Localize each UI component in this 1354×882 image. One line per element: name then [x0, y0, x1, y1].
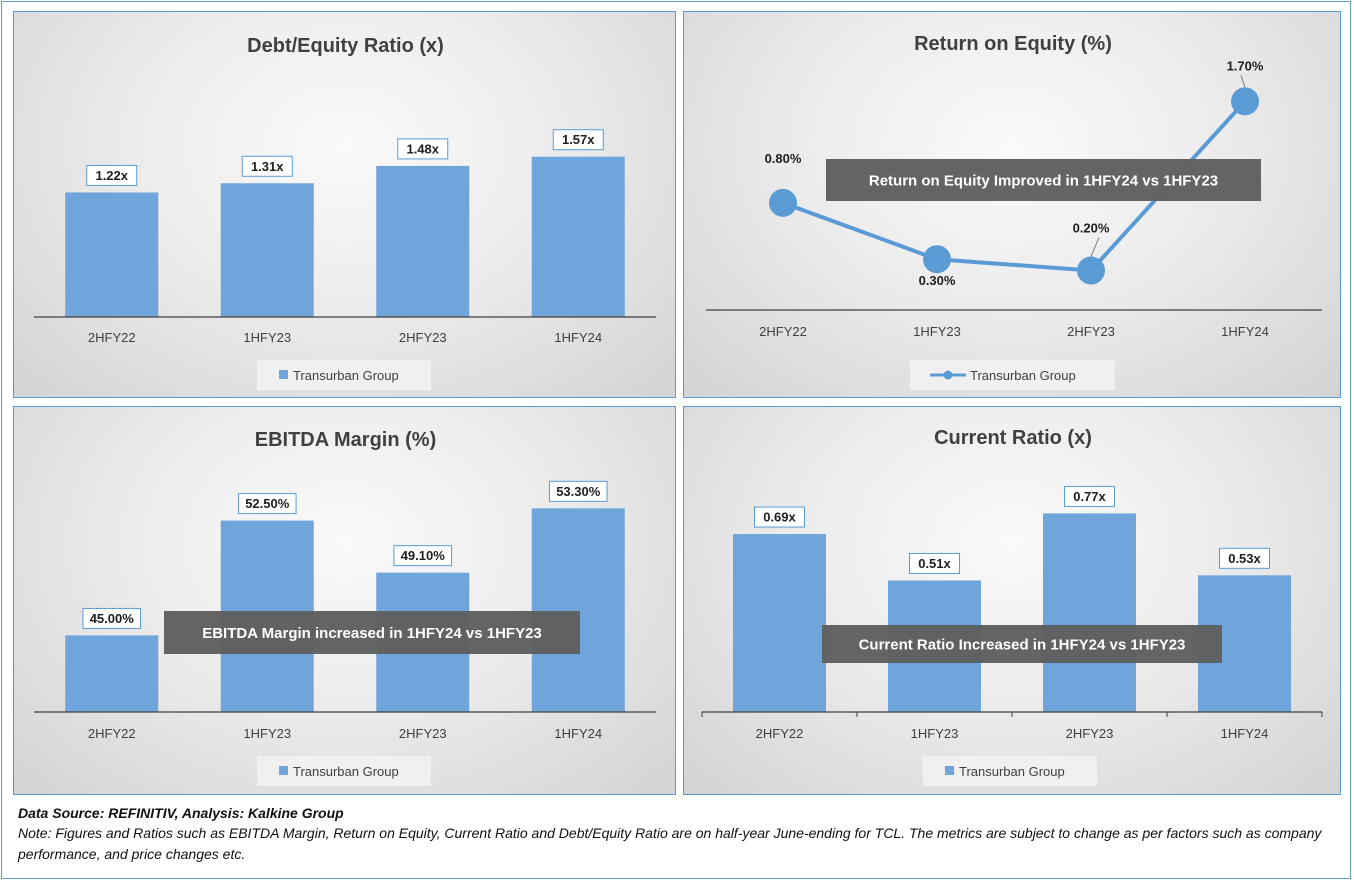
ebitda-tick-label-1: 1HFY23: [243, 726, 291, 741]
ebitda-title: EBITDA Margin (%): [255, 429, 436, 451]
ebitda-data-label-0: 45.00%: [90, 611, 135, 626]
ebitda-data-label-2: 49.10%: [401, 548, 446, 563]
current-ratio-chart: Current Ratio (x) 0.69x 0.51x 0.77x 0.53x 2HF…: [683, 406, 1341, 795]
current_ratio-data-label-2-box: [1064, 485, 1115, 507]
debt_equity-legend-label: Transurban Group: [293, 368, 399, 383]
current_ratio-tick-label-0: 2HFY22: [756, 726, 804, 741]
roe-point-0: [769, 188, 797, 217]
current_ratio-tick-label-2: 2HFY23: [1066, 726, 1114, 741]
annotation-text: EBITDA Margin increased in 1HFY24 vs 1HF…: [202, 625, 542, 642]
roe-tick-label-1: 1HFY23: [913, 324, 961, 339]
ebitda-data-label-0-box: [82, 607, 142, 629]
debt_equity-tick-label-3: 1HFY24: [554, 330, 602, 345]
current_ratio-tick-label-3: 1HFY24: [1221, 726, 1269, 741]
ebitda-data-label-2-box: [393, 545, 453, 567]
roe-title: Return on Equity (%): [914, 33, 1112, 55]
roe-data-label-1: 0.30%: [919, 273, 956, 288]
roe-svg: Return on Equity (%) 2HFY22 1HFY23 2HFY23 1H…: [706, 33, 1322, 390]
debt_equity-data-label-2-box: [397, 138, 449, 160]
current_ratio-svg: Current Ratio (x) 0.69x 0.51x 0.77x 0.53x 2HF…: [701, 427, 1323, 786]
current_ratio-data-label-0-box: [754, 506, 805, 528]
roe-legend-marker: [943, 370, 953, 380]
current_ratio-legend-label: Transurban Group: [959, 764, 1065, 779]
current_ratio-legend-swatch: [945, 766, 954, 775]
roe-tick-label-0: 2HFY22: [759, 324, 807, 339]
ebitda-tick-label-3: 1HFY24: [554, 726, 602, 741]
roe-legend-label: Transurban Group: [970, 368, 1076, 383]
footnote: Note: Figures and Ratios such as EBITDA …: [18, 825, 1322, 862]
annotation-box: [164, 611, 580, 654]
current_ratio-data-label-1: 0.51x: [918, 556, 951, 571]
debt_equity-bar-2: [376, 165, 470, 317]
current_ratio-data-label-3: 0.53x: [1228, 551, 1261, 566]
ebitda-legend-swatch: [279, 766, 288, 775]
debt-equity-chart: Debt/Equity Ratio (x) 1.22x 1.31x 1.48x 1.57…: [13, 11, 676, 398]
annotation-box: [826, 159, 1261, 201]
roe-point-3: [1231, 87, 1259, 116]
footer: Data Source: REFINITIV, Analysis: Kalkin…: [18, 803, 1338, 865]
current_ratio-tick-label-1: 1HFY23: [911, 726, 959, 741]
debt_equity-tick-label-2: 2HFY23: [399, 330, 447, 345]
annotation-text: Current Ratio Increased in 1HFY24 vs 1HF…: [859, 637, 1186, 654]
current_ratio-bar-0: [733, 534, 826, 712]
current_ratio-data-label-2: 0.77x: [1073, 489, 1106, 504]
ebitda-data-label-1: 52.50%: [245, 496, 290, 511]
annotation-box: [822, 625, 1222, 663]
debt_equity-data-label-1-box: [241, 155, 293, 177]
current_ratio-data-label-1-box: [909, 552, 960, 574]
current_ratio-title: Current Ratio (x): [934, 427, 1092, 449]
debt_equity-svg: Debt/Equity Ratio (x) 1.22x 1.31x 1.48x 1.57…: [34, 35, 656, 390]
debt_equity-data-label-3-box: [552, 129, 604, 151]
debt_equity-data-label-3: 1.57x: [562, 132, 595, 147]
debt_equity-data-label-1: 1.31x: [251, 159, 284, 174]
debt_equity-data-label-2: 1.48x: [406, 141, 439, 156]
debt_equity-legend-swatch: [279, 370, 288, 379]
debt_equity-data-label-0-box: [86, 164, 138, 186]
debt_equity-bar-0: [65, 192, 159, 317]
ebitda-bar-3: [531, 508, 625, 712]
ebitda-chart: EBITDA Margin (%) 45.00% 52.50% 49.10% 53.30…: [13, 406, 676, 795]
roe-data-label-3: 1.70%: [1227, 58, 1264, 73]
current_ratio-data-label-3-box: [1219, 547, 1270, 569]
ebitda-data-label-3-box: [548, 480, 608, 502]
ebitda-data-label-3: 53.30%: [556, 484, 601, 499]
roe-point-1: [923, 245, 951, 274]
debt_equity-bar-1: [220, 183, 314, 317]
ebitda-svg: EBITDA Margin (%) 45.00% 52.50% 49.10% 53.30…: [34, 429, 656, 786]
ebitda-tick-label-2: 2HFY23: [399, 726, 447, 741]
current_ratio-bar-2: [1043, 513, 1136, 712]
data-source: Data Source: REFINITIV, Analysis: Kalkin…: [18, 805, 344, 821]
debt_equity-bar-3: [531, 156, 625, 317]
debt_equity-tick-label-1: 1HFY23: [243, 330, 291, 345]
annotation-text: Return on Equity Improved in 1HFY24 vs 1…: [869, 173, 1218, 190]
ebitda-legend-label: Transurban Group: [293, 764, 399, 779]
roe-chart: Return on Equity (%) 2HFY22 1HFY23 2HFY23 1H…: [683, 11, 1341, 398]
debt_equity-title: Debt/Equity Ratio (x): [247, 35, 444, 57]
roe-leader-3: [1240, 75, 1246, 88]
roe-point-2: [1077, 256, 1105, 285]
roe-data-label-0: 0.80%: [765, 151, 802, 166]
roe-data-label-2: 0.20%: [1073, 221, 1110, 236]
debt_equity-tick-label-0: 2HFY22: [88, 330, 136, 345]
roe-leader-2: [1090, 237, 1100, 257]
ebitda-data-label-1-box: [237, 493, 297, 515]
debt_equity-data-label-0: 1.22x: [95, 168, 128, 183]
roe-tick-label-2: 2HFY23: [1067, 324, 1115, 339]
ebitda-bar-0: [65, 635, 159, 712]
roe-tick-label-3: 1HFY24: [1221, 324, 1269, 339]
ebitda-tick-label-0: 2HFY22: [88, 726, 136, 741]
current_ratio-data-label-0: 0.69x: [763, 510, 796, 525]
